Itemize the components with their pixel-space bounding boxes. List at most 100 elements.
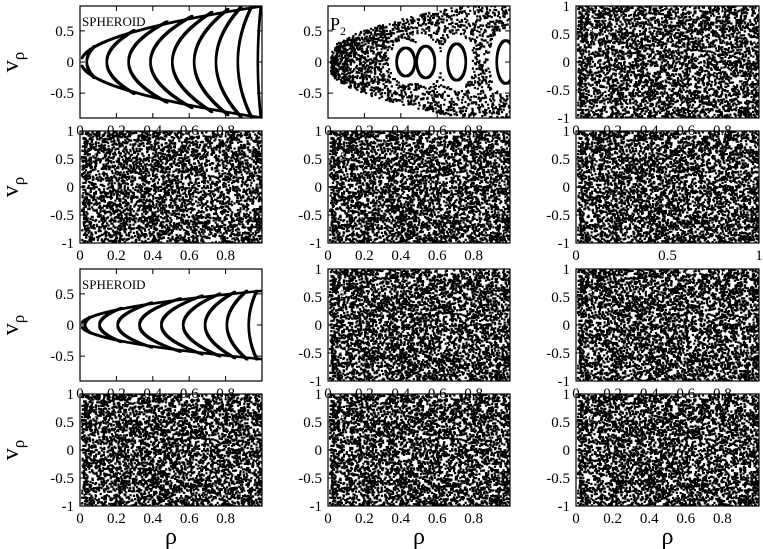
x-tick-label: 0.8	[713, 511, 732, 527]
panel-12: 10.50-0.5-10 0.2 0.4 0.6 0.8P6	[546, 387, 761, 527]
x-tick-label: 0.8	[464, 248, 483, 264]
scatter-points	[577, 130, 761, 244]
x-tick-label: 0	[324, 248, 332, 264]
y-tick-label: 0.5	[303, 415, 322, 431]
scatter-points	[577, 268, 761, 382]
y-tick-label: -0.5	[298, 86, 322, 102]
panel-9: 10.50-0.5-100.20.40.60.8P3	[546, 262, 761, 402]
y-tick-label: -0.5	[298, 208, 322, 224]
y-tick-label: 0	[563, 55, 571, 71]
y-tick-label: 0.5	[303, 290, 322, 306]
x-axis-label: ρ	[413, 524, 425, 549]
x-tick-label: 0.6	[428, 511, 447, 527]
x-tick-label: 0.8	[464, 511, 483, 527]
panel-11: 10.50-0.5-10 0.2 0.4 0.6 0.8P5	[298, 387, 512, 527]
panel-3: 10.50-0.5-100.20.40.60.8P3	[546, 0, 761, 139]
x-tick-label: 0.4	[391, 511, 410, 527]
y-tick-label: 1	[563, 262, 571, 278]
y-tick-label: 0	[315, 180, 323, 196]
y-tick-label: -1	[558, 236, 571, 252]
x-tick-label: 0.8	[216, 248, 235, 264]
y-tick-label: -0.5	[298, 346, 322, 362]
y-tick-label: 1	[67, 387, 75, 403]
y-tick-label: 1	[315, 124, 323, 140]
scatter-points	[81, 130, 264, 244]
y-tick-label: 0	[563, 180, 571, 196]
y-tick-label: 1	[315, 262, 323, 278]
y-tick-label: -0.5	[298, 471, 322, 487]
panel-7: 0.50-0.500.20.40.60.8SPHEROID	[50, 269, 264, 402]
x-tick-label: 0.6	[428, 248, 447, 264]
panel-4: 10.50-0.5-10 0.2 0.4 0.6 0.8P4	[50, 124, 264, 264]
x-tick-label: 0	[76, 248, 84, 264]
y-tick-label: 0.5	[55, 287, 74, 303]
y-tick-label: 0	[563, 443, 571, 459]
scatter-points	[329, 130, 512, 244]
scatter-points	[81, 393, 264, 507]
y-tick-label: -0.5	[50, 471, 74, 487]
scatter-points	[577, 5, 761, 119]
y-tick-label: -0.5	[546, 471, 570, 487]
scatter-points	[330, 5, 516, 119]
x-tick-label: 0.4	[143, 511, 162, 527]
x-tick-label: 0.6	[676, 511, 695, 527]
y-tick-label: -0.5	[50, 208, 74, 224]
y-axis-label: vρ	[0, 177, 28, 197]
x-tick-label: 0	[572, 248, 580, 264]
x-tick-label: 0.8	[216, 511, 235, 527]
x-tick-label: 0.4	[640, 511, 659, 527]
y-tick-label: 1	[67, 124, 75, 140]
panel-label: SPHEROID	[82, 14, 146, 29]
y-tick-label: 0.5	[55, 24, 74, 40]
y-tick-label: 0	[67, 55, 75, 71]
y-tick-label: 0.5	[551, 290, 570, 306]
x-tick-label: 0.2	[603, 511, 622, 527]
y-tick-label: 0.5	[551, 415, 570, 431]
y-tick-label: 0	[315, 318, 323, 334]
x-axis-label: ρ	[662, 524, 674, 549]
y-tick-label: 0	[563, 318, 571, 334]
y-tick-label: 0.5	[551, 27, 570, 43]
panel-label: P2	[330, 14, 346, 38]
y-tick-label: 1	[563, 124, 571, 140]
x-tick-label: 0.6	[180, 511, 199, 527]
y-tick-label: 0.5	[303, 152, 322, 168]
y-axis-label: vρ	[0, 52, 28, 72]
x-tick-label: 0	[76, 511, 84, 527]
scatter-points	[329, 268, 512, 382]
scatter-points	[577, 393, 761, 507]
y-tick-label: 0	[315, 55, 323, 71]
x-tick-label: 0.2	[107, 248, 126, 264]
y-tick-label: 0.5	[55, 152, 74, 168]
y-tick-label: -1	[62, 236, 75, 252]
y-tick-label: 0.5	[303, 24, 322, 40]
y-tick-label: -0.5	[50, 349, 74, 365]
y-tick-label: -0.5	[50, 86, 74, 102]
y-tick-label: -0.5	[546, 346, 570, 362]
y-tick-label: 1	[315, 387, 323, 403]
y-tick-label: -1	[310, 236, 323, 252]
x-axis-label: ρ	[165, 524, 177, 549]
scatter-points	[329, 393, 512, 507]
panels: 0.5 0 -0.5 0 0.2 0.4 0.6 0.8 SPHEROID 0.5 0 -0.5 0 0.…	[50, 0, 763, 527]
x-tick-label: 0	[324, 511, 332, 527]
y-tick-label: 0	[67, 443, 75, 459]
y-tick-label: -1	[558, 499, 571, 515]
panel-6: 10.50-0.5-10 0.5 1P6	[546, 124, 763, 264]
panel-2: 0.50-0.500.20.40.60.8P2	[298, 5, 516, 139]
x-tick-label: 0.2	[107, 511, 126, 527]
panel-8: 10.50-0.5-100.20.40.60.8P2	[298, 262, 512, 402]
y-tick-label: 1	[563, 0, 571, 15]
panel-5: 10.50-0.5-10 0.2 0.4 0.6 0.8P5	[298, 124, 512, 264]
x-tick-label: 0.2	[355, 511, 374, 527]
panel-10: 10.50-0.5-10 0.2 0.4 0.6 0.8P4	[50, 387, 264, 527]
x-tick-label: 0.4	[391, 248, 410, 264]
y-tick-label: 0	[67, 180, 75, 196]
y-tick-label: -1	[310, 499, 323, 515]
y-tick-label: -1	[62, 499, 75, 515]
y-tick-label: 0	[315, 443, 323, 459]
y-tick-label: 0.5	[551, 152, 570, 168]
y-tick-label: 0	[67, 318, 75, 334]
y-axis-label: vρ	[0, 315, 28, 335]
